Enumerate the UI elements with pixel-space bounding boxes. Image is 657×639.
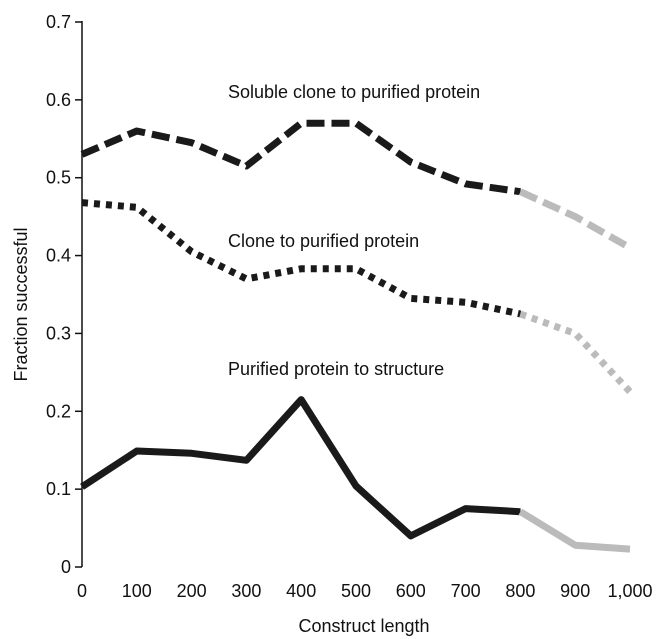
series-line-solid (80, 396, 521, 540)
x-tick-label: 100 (122, 581, 152, 601)
series-label: Clone to purified protein (228, 231, 419, 251)
x-tick-label: 0 (77, 581, 87, 601)
axes: 0 0.1 0.2 0.3 0.4 0.5 0.6 0.7 0 100 200 300 400 500 6… (46, 12, 653, 601)
y-tick-label: 0.5 (46, 168, 71, 188)
x-tick-label: 300 (231, 581, 261, 601)
y-tick-label: 0.1 (46, 479, 71, 499)
x-tick-label: 400 (286, 581, 316, 601)
series-labels: Soluble clone to purified protein Clone t… (228, 82, 480, 379)
y-axis-title: Fraction successful (11, 227, 31, 381)
y-tick-label: 0 (61, 557, 71, 577)
x-tick-label: 200 (177, 581, 207, 601)
series-label: Soluble clone to purified protein (228, 82, 480, 102)
x-tick-label: 700 (451, 581, 481, 601)
series-line-dashed (80, 119, 521, 196)
x-ticks: 0 100 200 300 400 500 600 700 800 900 1,000 (77, 581, 653, 601)
series-extension-dashed (518, 188, 632, 251)
y-ticks: 0 0.1 0.2 0.3 0.4 0.5 0.6 0.7 (46, 12, 82, 577)
series-lines (80, 119, 633, 553)
y-tick-label: 0.4 (46, 246, 71, 266)
y-tick-label: 0.7 (46, 12, 71, 32)
y-tick-label: 0.3 (46, 323, 71, 343)
series-label: Purified protein to structure (228, 359, 444, 379)
x-axis-title: Construct length (298, 616, 429, 636)
x-tick-label: 1,000 (607, 581, 652, 601)
series-extension-solid (518, 508, 631, 553)
x-tick-label: 800 (505, 581, 535, 601)
y-tick-label: 0.2 (46, 401, 71, 421)
x-tick-label: 600 (396, 581, 426, 601)
x-tick-label: 500 (341, 581, 371, 601)
y-tick-label: 0.6 (46, 90, 71, 110)
x-tick-label: 900 (560, 581, 590, 601)
series-extension-dotted (519, 310, 633, 395)
series-line-dotted (81, 199, 522, 318)
